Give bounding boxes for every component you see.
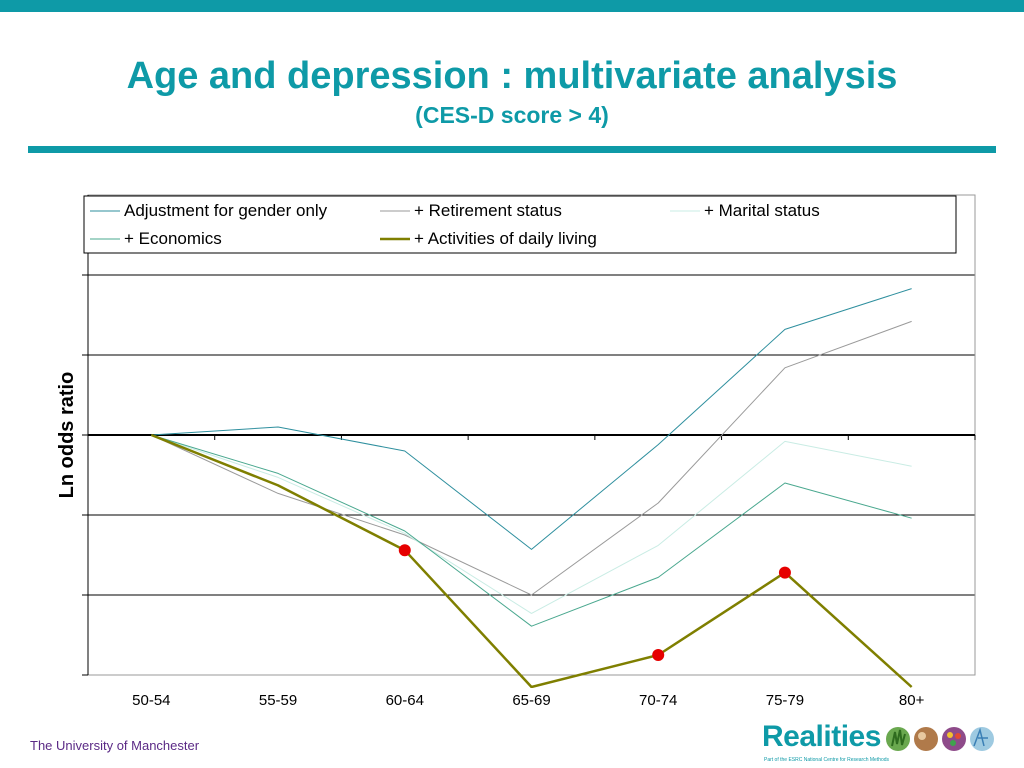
series-line-3 (151, 434, 912, 614)
title-divider (28, 146, 996, 153)
x-tick-label: 80+ (899, 692, 925, 709)
legend-label: + Retirement status (414, 201, 562, 220)
logo-tagline: Part of the ESRC National Centre for Res… (764, 757, 890, 763)
series-lines (150, 288, 913, 688)
series-line-1 (151, 288, 912, 550)
axes (82, 194, 976, 676)
legend-label: + Activities of daily living (414, 229, 597, 248)
legend: Adjustment for gender only + Retirement s… (83, 195, 957, 254)
legend-item: + Activities of daily living (380, 229, 597, 248)
institution-name: The University of Manchester (30, 738, 200, 753)
legend-label: + Marital status (704, 201, 820, 220)
legend-label: Adjustment for gender only (124, 201, 328, 220)
series-line-2 (151, 320, 912, 596)
title-block: Age and depression : multivariate analys… (0, 52, 1024, 130)
legend-item: + Economics (90, 229, 222, 248)
series-line-4 (151, 434, 912, 627)
significance-marker (398, 544, 411, 557)
x-tick-labels: 50-54 55-59 60-64 65-69 70-74 75-79 80+ (132, 692, 924, 709)
page-subtitle: (CES-D score > 4) (415, 102, 609, 128)
legend-item: + Marital status (670, 201, 820, 220)
x-tick-label: 75-79 (766, 692, 804, 709)
realities-logo: Realities Part of the ESRC National Cent… (762, 720, 1002, 764)
significance-markers (398, 544, 791, 661)
y-axis-label: Ln odds ratio (56, 372, 78, 499)
significance-marker (778, 566, 791, 579)
x-tick-label: 55-59 (259, 692, 297, 709)
legend-label: + Economics (124, 229, 222, 248)
logo-wordmark: Realities (762, 720, 881, 753)
legend-item: Adjustment for gender only (90, 201, 328, 220)
top-accent-bar (0, 0, 1024, 12)
x-tick-label: 60-64 (386, 692, 424, 709)
legend-item: + Retirement status (380, 201, 562, 220)
legend-box (83, 195, 957, 254)
x-tick-label: 50-54 (132, 692, 170, 709)
page-title: Age and depression : multivariate analys… (126, 55, 898, 97)
x-tick-label: 70-74 (639, 692, 677, 709)
logo-images-icon (886, 727, 994, 751)
significance-marker (652, 649, 665, 661)
x-tick-label: 65-69 (512, 692, 550, 709)
